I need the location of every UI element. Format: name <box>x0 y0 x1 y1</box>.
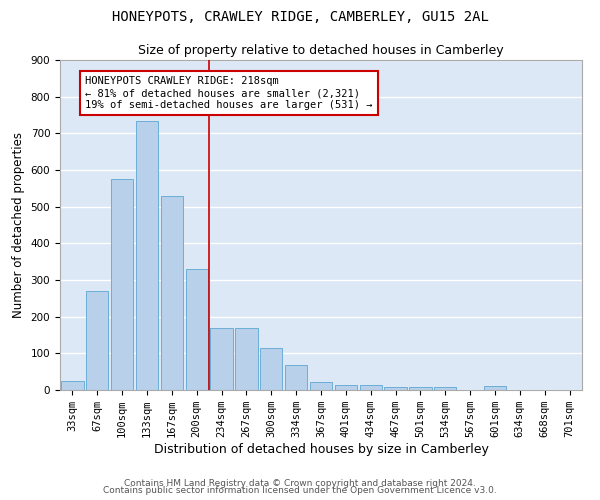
Text: Contains public sector information licensed under the Open Government Licence v3: Contains public sector information licen… <box>103 486 497 495</box>
Bar <box>161 196 183 390</box>
Bar <box>335 385 357 390</box>
Bar <box>285 365 307 390</box>
Bar <box>235 328 257 390</box>
Bar <box>111 179 133 390</box>
Bar <box>211 328 233 390</box>
Text: Contains HM Land Registry data © Crown copyright and database right 2024.: Contains HM Land Registry data © Crown c… <box>124 478 476 488</box>
Text: HONEYPOTS CRAWLEY RIDGE: 218sqm
← 81% of detached houses are smaller (2,321)
19%: HONEYPOTS CRAWLEY RIDGE: 218sqm ← 81% of… <box>85 76 373 110</box>
Bar <box>359 385 382 390</box>
Y-axis label: Number of detached properties: Number of detached properties <box>12 132 25 318</box>
Bar <box>385 387 407 390</box>
Title: Size of property relative to detached houses in Camberley: Size of property relative to detached ho… <box>138 44 504 58</box>
Bar <box>310 382 332 390</box>
Bar <box>86 291 109 390</box>
Bar <box>185 269 208 390</box>
Bar <box>434 387 457 390</box>
Bar <box>61 381 83 390</box>
Bar <box>136 120 158 390</box>
Text: HONEYPOTS, CRAWLEY RIDGE, CAMBERLEY, GU15 2AL: HONEYPOTS, CRAWLEY RIDGE, CAMBERLEY, GU1… <box>112 10 488 24</box>
Bar <box>484 386 506 390</box>
X-axis label: Distribution of detached houses by size in Camberley: Distribution of detached houses by size … <box>154 443 488 456</box>
Bar <box>409 387 431 390</box>
Bar <box>260 348 283 390</box>
